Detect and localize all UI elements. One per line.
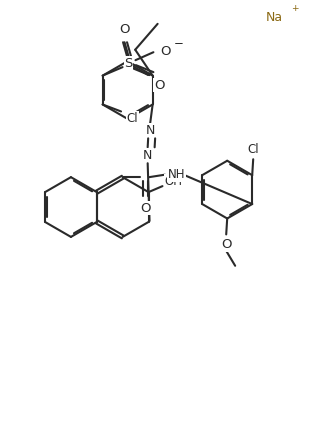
Text: −: − [173, 37, 183, 50]
Text: +: + [291, 4, 298, 13]
Text: O: O [154, 79, 165, 92]
Text: O: O [140, 202, 150, 215]
Text: Cl: Cl [248, 143, 259, 156]
Text: N: N [145, 124, 155, 137]
Text: N: N [143, 149, 152, 162]
Text: O: O [119, 23, 130, 36]
Text: OH: OH [164, 175, 182, 187]
Text: NH: NH [168, 168, 185, 181]
Text: O: O [221, 238, 232, 251]
Text: O: O [160, 45, 171, 58]
Text: Na: Na [266, 11, 283, 24]
Text: S: S [124, 57, 133, 70]
Text: Cl: Cl [127, 112, 138, 125]
